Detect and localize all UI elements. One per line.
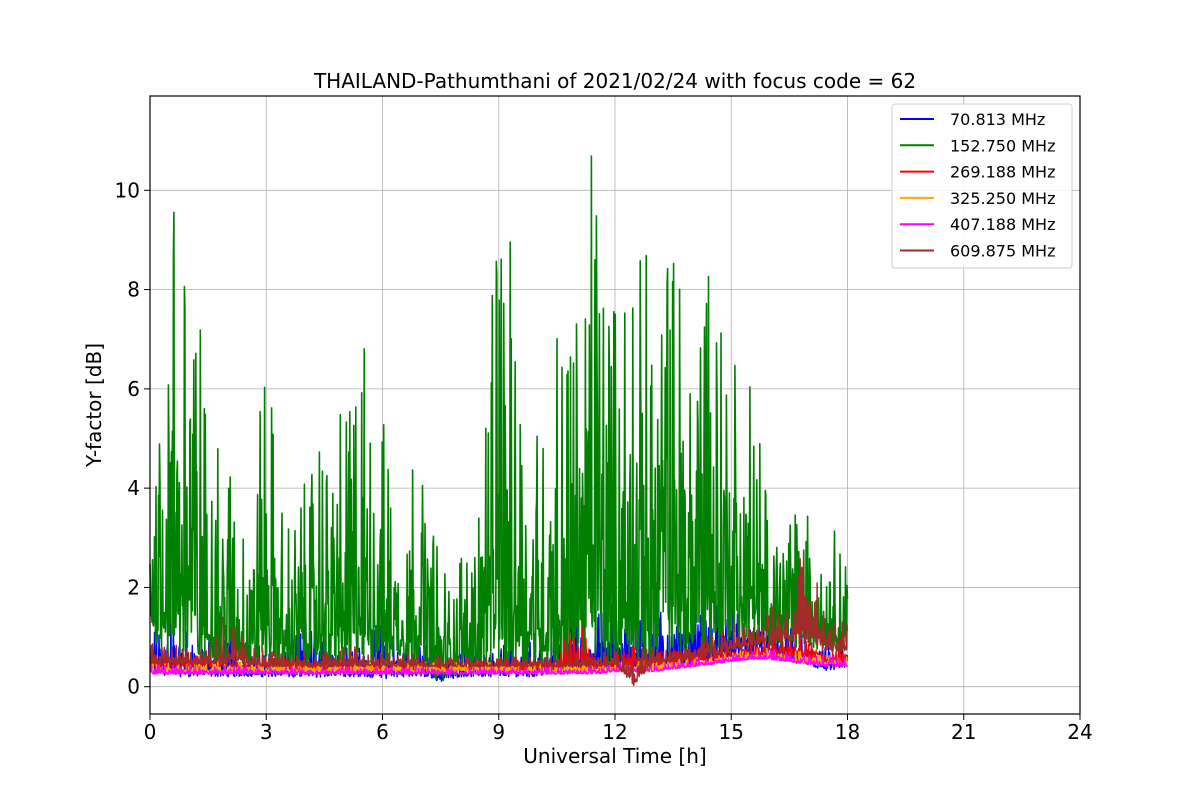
x-tick-label: 15 <box>719 720 744 744</box>
y-tick-label: 8 <box>127 278 140 302</box>
y-tick-label: 6 <box>127 377 140 401</box>
legend-label: 70.813 MHz <box>950 110 1045 129</box>
x-tick-label: 0 <box>144 720 157 744</box>
x-tick-label: 18 <box>835 720 860 744</box>
x-tick-label: 21 <box>951 720 976 744</box>
y-tick-label: 2 <box>127 575 140 599</box>
series-line <box>149 558 849 687</box>
x-tick-label: 24 <box>1067 720 1092 744</box>
x-tick-label: 9 <box>492 720 505 744</box>
legend-box <box>891 103 1073 269</box>
x-tick-label: 12 <box>602 720 627 744</box>
series-line <box>149 649 848 675</box>
y-tick-label: 0 <box>127 675 140 699</box>
legend-label: 152.750 MHz <box>950 136 1055 155</box>
x-axis-label: Universal Time [h] <box>523 744 706 768</box>
legend-label: 609.875 MHz <box>950 242 1055 261</box>
legend-label: 325.250 MHz <box>950 189 1055 208</box>
y-axis-label: Y-factor [dB] <box>82 343 106 468</box>
x-tick-label: 3 <box>260 720 273 744</box>
plot-layer <box>149 155 849 687</box>
legend: 70.813 MHz 152.750 MHz 269.188 MHz 325.250 … <box>891 103 1073 269</box>
y-tick-label: 4 <box>127 476 140 500</box>
y-tick-label: 10 <box>115 178 140 202</box>
x-tick-label: 6 <box>376 720 389 744</box>
chart-title: THAILAND-Pathumthani of 2021/02/24 with … <box>313 69 916 93</box>
legend-label: 269.188 MHz <box>950 163 1055 182</box>
legend-label: 407.188 MHz <box>950 215 1055 234</box>
